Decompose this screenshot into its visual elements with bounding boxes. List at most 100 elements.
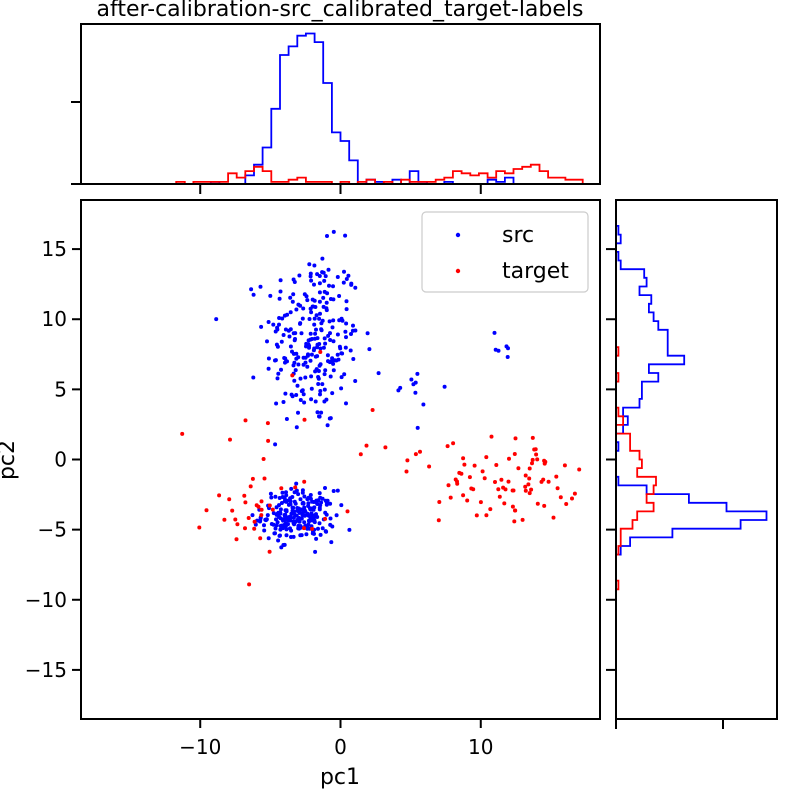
data-point-target — [467, 475, 472, 480]
data-point-src — [344, 307, 349, 312]
data-point-src — [275, 327, 280, 332]
data-point-target — [513, 436, 518, 441]
data-point-src — [314, 536, 319, 541]
data-point-src — [279, 339, 284, 344]
data-point-src — [326, 267, 331, 272]
data-point-src — [278, 289, 283, 294]
data-point-src — [353, 379, 358, 383]
data-point-src — [291, 519, 296, 524]
data-point-src — [344, 277, 349, 281]
data-point-src — [323, 529, 328, 534]
data-point-src — [276, 371, 281, 376]
data-point-target — [558, 495, 563, 500]
data-point-src — [309, 374, 314, 379]
right-histogram-target — [615, 200, 657, 719]
data-point-target — [227, 497, 232, 502]
data-point-target — [488, 507, 493, 512]
data-point-src — [280, 490, 285, 495]
data-point-src — [328, 501, 333, 506]
data-point-src — [305, 364, 310, 369]
data-point-src — [251, 292, 256, 297]
data-point-target — [267, 503, 272, 508]
data-point-src — [505, 355, 510, 359]
x-axis-ticks: −10 0 10 — [179, 719, 493, 759]
data-point-src — [293, 368, 298, 373]
data-point-src — [376, 371, 381, 376]
data-point-target — [358, 452, 363, 457]
data-point-target — [520, 517, 525, 522]
data-point-src — [292, 499, 297, 504]
data-point-target — [248, 484, 253, 489]
data-point-target — [523, 484, 528, 489]
data-point-target — [530, 457, 535, 462]
data-point-src — [295, 383, 300, 388]
data-point-src — [288, 310, 293, 315]
data-point-target — [480, 469, 485, 474]
data-point-target — [564, 502, 569, 506]
data-point-src — [327, 319, 332, 324]
data-point-target — [516, 466, 521, 471]
data-point-target — [302, 417, 307, 422]
data-point-target — [310, 526, 315, 531]
data-point-src — [273, 526, 278, 531]
data-point-src — [266, 366, 271, 371]
data-point-src — [274, 342, 279, 347]
data-point-target — [530, 461, 534, 466]
data-point-src — [349, 282, 354, 287]
data-point-src — [277, 322, 281, 327]
data-point-target — [364, 443, 369, 448]
data-point-target — [510, 504, 515, 509]
data-point-src — [310, 304, 315, 309]
data-point-src — [349, 332, 353, 336]
data-point-src — [322, 372, 327, 377]
data-point-src — [305, 524, 310, 529]
data-point-src — [330, 325, 335, 330]
y-tick-label: 15 — [42, 237, 67, 261]
data-point-src — [326, 333, 331, 338]
data-point-src — [318, 346, 323, 351]
data-point-target — [478, 500, 483, 505]
data-point-target — [243, 526, 247, 531]
data-point-src — [288, 327, 293, 332]
data-point-target — [501, 485, 506, 490]
data-point-src — [315, 272, 320, 277]
data-point-src — [284, 533, 289, 538]
data-point-src — [344, 321, 349, 326]
data-point-target — [533, 447, 538, 452]
data-point-target — [527, 491, 532, 496]
data-point-src — [398, 385, 403, 390]
data-point-src — [274, 401, 279, 406]
data-point-target — [527, 466, 532, 471]
data-point-src — [266, 320, 271, 324]
data-point-src — [329, 359, 334, 364]
data-point-src — [320, 526, 325, 531]
data-point-src — [318, 392, 322, 397]
chart-title: after-calibration-src_calibrated_target-… — [97, 0, 584, 22]
data-point-src — [302, 494, 307, 499]
y-tick-label: 0 — [54, 448, 67, 472]
data-point-src — [340, 318, 345, 323]
data-point-src — [296, 362, 301, 367]
data-point-src — [342, 372, 347, 377]
data-point-src — [282, 513, 287, 517]
data-point-src — [312, 298, 317, 303]
data-point-src — [315, 354, 320, 359]
data-point-src — [290, 505, 295, 510]
data-point-src — [318, 362, 323, 367]
data-point-target — [247, 582, 252, 587]
data-point-target — [427, 464, 432, 469]
data-point-target — [259, 507, 264, 512]
data-point-src — [409, 377, 414, 382]
data-point-src — [411, 382, 416, 387]
data-point-target — [530, 435, 535, 440]
data-point-target — [526, 482, 531, 487]
data-point-src — [289, 511, 294, 516]
top-histogram-xticks — [199, 184, 482, 194]
data-point-src — [291, 534, 296, 539]
data-point-src — [316, 526, 320, 531]
data-point-src — [320, 270, 325, 275]
data-point-src — [273, 442, 278, 447]
data-point-src — [318, 389, 323, 393]
data-point-src — [314, 313, 319, 318]
data-point-src — [297, 273, 302, 278]
